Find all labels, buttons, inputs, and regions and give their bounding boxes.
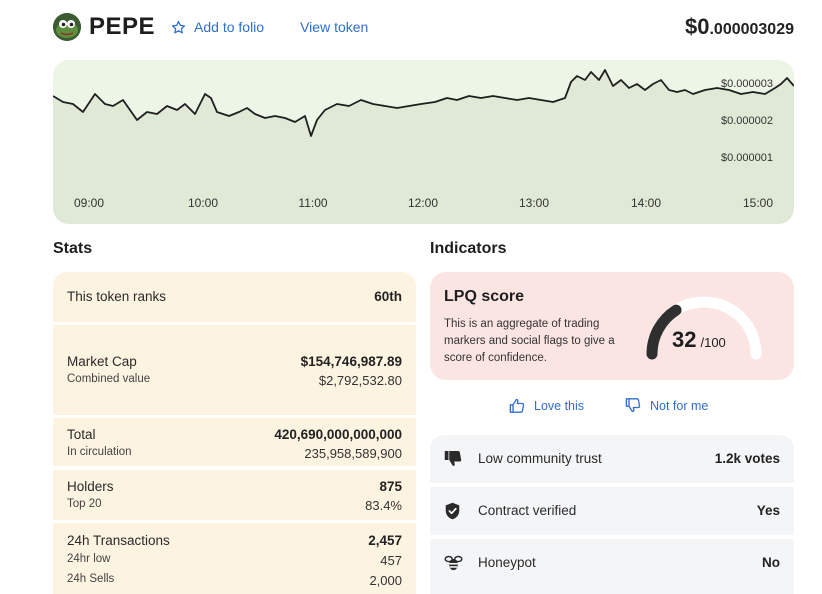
time-axis-label: 10:00 [188,196,218,210]
total-value: 420,690,000,000,000 [274,427,402,442]
indicator-value: Yes [756,503,780,518]
top-20-value: 83.4% [365,498,402,513]
combined-value-label: Combined value [67,373,151,385]
lpq-description: This is an aggregate of trading markers … [444,318,615,364]
add-to-folio-button[interactable]: Add to folio [171,19,264,35]
indicator-label: Low community trust [478,451,602,466]
indicator-row[interactable]: Low community trust 1.2k votes [430,435,794,483]
price-chart[interactable]: 09:00 10:00 11:00 12:00 13:00 14:00 15:00 $0.00… [53,60,794,224]
lpq-score: 32 /100 [672,327,726,353]
price-axis-label: $0.000003 [721,78,773,90]
holders-label: Holders [67,479,114,494]
in-circulation-label: In circulation [67,446,132,458]
shield-check-icon [445,502,460,520]
price-area [53,70,794,224]
in-circulation-value: 235,958,589,900 [304,446,402,461]
rank-label: This token ranks [67,289,167,304]
pepe-frog-icon [53,13,81,41]
indicator-label: Contract verified [478,503,577,518]
indicator-value: No [762,555,780,570]
holders-card: Holders 875 Top 20 83.4% [53,470,416,520]
bee-icon [444,555,463,571]
token-header: PEPE Add to folio View token $0 .0000030… [53,12,794,42]
lpq-score-max: /100 [700,335,726,350]
transactions-label: 24h Transactions [67,533,170,548]
view-token-link[interactable]: View token [300,19,369,35]
love-this-button[interactable]: Love this [509,398,584,413]
rank-card: This token ranks 60th [53,272,416,322]
market-cap-value: $154,746,987.89 [300,354,402,369]
time-axis-label: 14:00 [631,196,661,210]
time-axis-label: 13:00 [519,196,549,210]
add-to-folio-label: Add to folio [194,19,265,35]
total-card: Total 420,690,000,000,000 In circulation… [53,418,416,466]
top-20-label: Top 20 [67,498,102,510]
time-axis-label: 12:00 [408,196,438,210]
love-this-label: Love this [534,398,585,413]
price-axis-label: $0.000001 [721,152,773,164]
rank-value: 60th [374,289,402,304]
price-suffix: .000003029 [709,21,794,38]
price-axis-label: $0.000002 [721,115,773,127]
total-label: Total [67,427,96,442]
low-value: 457 [380,553,402,568]
time-axis-label: 15:00 [743,196,773,210]
indicator-row[interactable]: Honeypot No [430,539,794,594]
indicators-title: Indicators [430,240,507,257]
thumbs-down-outline-icon [625,398,641,413]
thumbs-up-icon [509,398,525,413]
indicator-label: Honeypot [478,555,536,570]
holders-value: 875 [379,479,402,494]
time-axis-label: 11:00 [298,196,327,210]
lpq-score-card: LPQ score This is an aggregate of tradin… [430,272,794,380]
not-for-me-button[interactable]: Not for me [625,398,708,413]
not-for-me-label: Not for me [650,398,709,413]
token-price: $0 .000003029 [685,14,794,40]
market-cap-card: Market Cap $154,746,987.89 Combined valu… [53,325,416,415]
sells-value: 2,000 [369,573,402,588]
token-symbol: PEPE [89,13,156,40]
indicator-row[interactable]: Contract verified Yes [430,487,794,535]
price-line [53,69,794,137]
thumbs-down-icon [444,451,462,466]
lpq-gauge [646,296,762,360]
market-cap-label: Market Cap [67,354,137,369]
transactions-value: 2,457 [368,533,402,548]
lpq-score-value: 32 [672,327,697,352]
low-label: 24hr low [67,553,111,565]
lpq-title: LPQ score [444,288,525,305]
combined-value: $2,792,532.80 [318,373,402,388]
star-icon [171,20,186,33]
indicator-value: 1.2k votes [714,451,780,466]
stats-title: Stats [53,240,93,257]
time-axis-label: 09:00 [74,196,104,210]
sells-label: 24h Sells [67,573,115,585]
transactions-card: 24h Transactions 2,457 24hr low 457 24h … [53,523,416,594]
price-prefix: $0 [684,14,710,39]
